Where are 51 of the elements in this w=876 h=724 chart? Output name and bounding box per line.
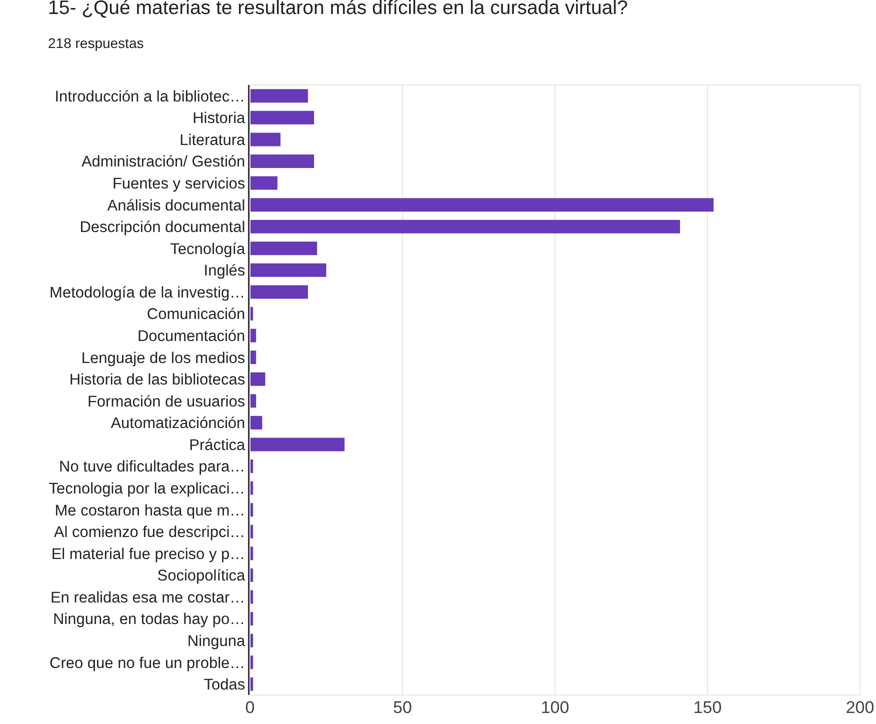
y-tick-label: Administración/ Gestión [81,154,246,171]
bar [250,438,345,452]
y-tick-label: Ninguna [187,632,246,650]
chart-title: 15- ¿Qué materias te resultaron más difíciles en la cursada virtual? [48,0,628,19]
text: 218 respuestas [48,35,144,51]
bar [250,416,262,430]
y-tick-label: Fuentes y servicios [112,175,246,192]
y-tick-label: No tuve dificultades para… [59,458,246,476]
bar [250,220,680,234]
y-tick-label: Metodología de la investig… [50,284,246,302]
y-tick-label: Formación de usuarios [87,393,246,410]
bar [250,132,280,146]
y-tick-label: En realidas esa me costar… [50,589,246,606]
y-tick-label: Práctica [189,436,246,454]
bar [250,350,256,364]
bar [250,176,278,190]
y-tick-label: Tecnologia por la explicaci… [48,480,246,498]
y-tick-label: Introducción a la bibliotec… [54,88,246,106]
y-tick-label: Al comienzo fue descripci… [54,524,246,542]
bar [250,394,256,408]
bar [250,328,256,342]
x-tick-label: 0 [245,698,255,717]
y-tick-label: Tecnología [170,240,246,258]
y-tick-label: Descripción documental [80,219,246,236]
y-tick-label: Historia de las bibliotecas [69,372,246,389]
y-tick-label: Análisis documental [107,197,246,214]
bar [250,242,318,256]
y-tick-label: Todas [204,676,246,694]
y-tick-label: Lenguaje de los medios [81,350,246,367]
x-tick-label: 150 [693,698,722,717]
y-tick-label: Historia [192,110,246,128]
y-tick-label: Creo que no fue un proble… [50,654,246,672]
y-tick-label: El material fue preciso y p… [51,546,246,563]
y-tick-label: Comunicación [146,306,246,324]
y-tick-label: Literatura [180,132,246,149]
bar [250,154,314,168]
bar [250,263,326,277]
bar [250,198,714,212]
y-tick-label: Documentación [137,328,246,345]
y-tick-label: Me costaron hasta que m… [54,502,246,520]
bar [250,285,308,299]
bar [250,89,308,103]
x-tick-label: 200 [846,698,874,717]
y-tick-label: Sociopolítica [157,568,246,585]
bar [250,110,314,124]
y-tick-label: Ninguna, en todas hay po… [52,611,246,628]
x-tick-label: 100 [540,698,570,717]
bar [250,372,266,386]
y-tick-label: Automatizaciónción [110,415,246,432]
x-tick-label: 50 [393,698,412,717]
y-tick-label: Inglés [204,262,246,280]
